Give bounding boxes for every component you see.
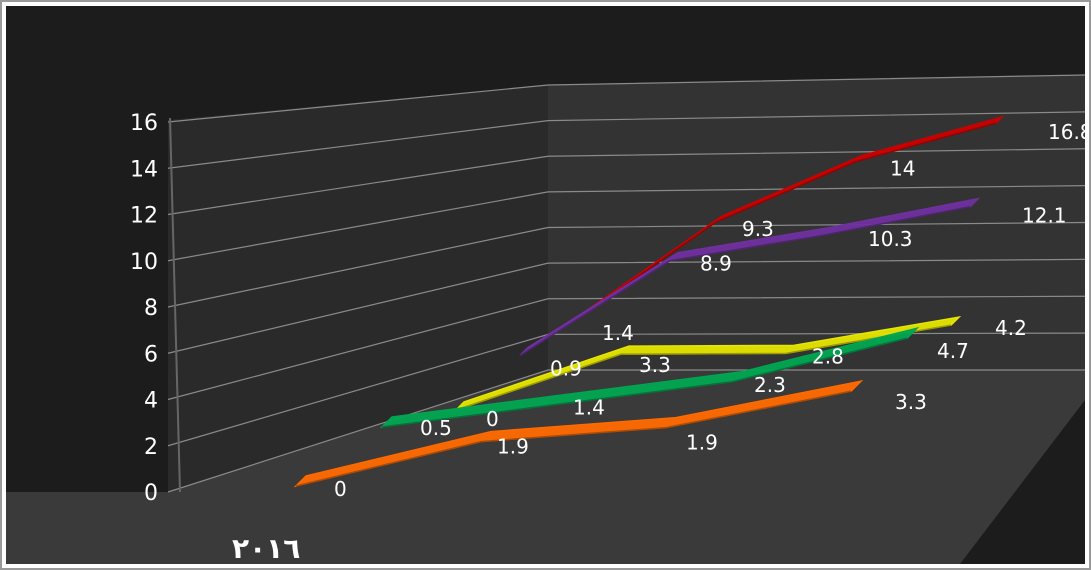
data-label: 2.3 (754, 373, 786, 397)
y-tick-label: 4 (144, 389, 158, 414)
series-line (575, 122, 997, 321)
side-wall (168, 85, 548, 492)
series-ribbon (379, 326, 920, 429)
category-label: ٢٠١٦ (232, 532, 300, 565)
data-label: 0.5 (420, 416, 452, 440)
gridline (167, 295, 1085, 401)
data-label: 1.4 (602, 321, 634, 345)
y-axis-line (169, 117, 181, 493)
gridline (167, 369, 1085, 493)
gridline (167, 148, 1085, 216)
data-label: 10.3 (868, 227, 913, 251)
chart-floor (6, 370, 1085, 564)
y-tick-label: 10 (130, 250, 158, 275)
series-ribbon (519, 197, 981, 357)
y-tick-label: 14 (130, 157, 158, 182)
series-ribbon (455, 315, 962, 411)
data-label: 1.9 (686, 431, 718, 455)
y-tick-label: 16 (130, 111, 158, 136)
gridline (167, 74, 1085, 123)
data-label: 0 (334, 477, 347, 501)
data-label: 0 (486, 407, 499, 431)
y-tick-label: 6 (144, 342, 158, 367)
data-label: 16.8 (1048, 120, 1091, 144)
data-label: 14 (890, 157, 915, 181)
data-label: 0.9 (550, 356, 582, 380)
data-label: 1.9 (497, 435, 529, 459)
data-label: 3.3 (639, 353, 671, 377)
series-line (455, 324, 952, 411)
data-label: 9.3 (742, 217, 774, 241)
back-wall (548, 75, 1085, 370)
y-tick-label: 0 (144, 481, 158, 506)
gridline (167, 258, 1085, 354)
y-tick-label: 12 (130, 204, 158, 229)
gridline (167, 221, 1085, 308)
data-label: 8.9 (700, 252, 732, 276)
series-ribbon (293, 379, 864, 488)
data-label: 2.8 (812, 344, 844, 368)
gridline (167, 185, 1085, 262)
data-label: 4.2 (995, 316, 1027, 340)
data-label: 12.1 (1022, 204, 1067, 228)
series-line (295, 390, 852, 487)
y-tick-label: 2 (144, 435, 158, 460)
series-line (519, 206, 971, 357)
data-label: 4.7 (937, 339, 969, 363)
data-label: 1.4 (573, 395, 605, 419)
series-line (381, 337, 908, 428)
data-label: 3.3 (895, 390, 927, 414)
gridline (167, 111, 1085, 169)
y-tick-label: 8 (144, 296, 158, 321)
